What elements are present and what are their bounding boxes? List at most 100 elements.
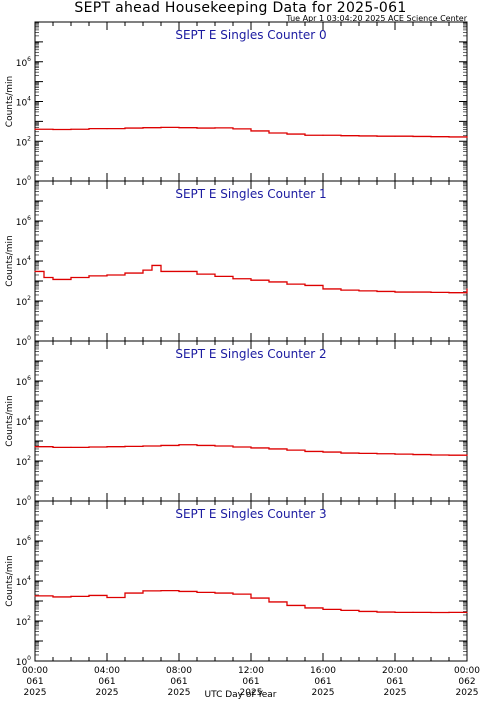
y-axis-label: Counts/min [5, 395, 15, 446]
x-tick-label: 061 [26, 677, 43, 687]
data-point [142, 445, 144, 447]
data-point [106, 128, 108, 130]
data-point [160, 270, 162, 273]
data-point [34, 446, 36, 448]
data-point [124, 592, 126, 594]
y-tick-label: 104 [16, 96, 31, 109]
x-tick-label: 16:00 [310, 666, 336, 676]
data-point [34, 128, 36, 130]
panel-title: SEPT E Singles Counter 3 [175, 507, 326, 521]
panel-3: SEPT E Singles Counter 3100102104106Coun… [5, 500, 468, 668]
data-point [142, 127, 144, 129]
x-tick-label: 061 [242, 677, 259, 687]
x-tick-label: 2025 [96, 688, 119, 698]
plot-frame [34, 180, 468, 342]
data-point [52, 446, 54, 448]
y-tick-label: 100 [16, 335, 31, 348]
data-point [151, 264, 153, 267]
data-point [106, 274, 108, 276]
y-tick-label: 102 [16, 615, 31, 628]
data-point [430, 611, 432, 614]
data-point [268, 132, 270, 134]
data-point [124, 272, 126, 274]
data-point [430, 454, 432, 456]
data-point [142, 590, 144, 592]
data-point [394, 611, 396, 613]
x-tick-label: 2025 [168, 688, 191, 698]
data-point [340, 289, 342, 291]
data-point [466, 136, 468, 138]
data-point [142, 269, 144, 271]
data-point [70, 276, 72, 279]
data-point [196, 591, 198, 593]
data-point [358, 452, 360, 454]
data-point [178, 270, 180, 273]
data-point [88, 128, 90, 130]
y-tick-label: 102 [16, 295, 31, 308]
data-point [178, 444, 180, 446]
data-point [34, 270, 36, 273]
x-tick-label: 062 [458, 677, 475, 687]
plot-frame [34, 21, 468, 182]
data-point [106, 596, 108, 599]
x-tick-label: 2025 [24, 688, 47, 698]
data-point [304, 450, 306, 453]
panel-title: SEPT E Singles Counter 2 [175, 347, 326, 361]
data-point [448, 136, 450, 138]
data-point [160, 126, 162, 128]
data-point [88, 275, 90, 277]
data-point [178, 590, 180, 593]
data-point [34, 595, 36, 597]
x-tick-label: 00:00 [22, 666, 48, 676]
data-point [250, 130, 252, 132]
plot-frame [34, 340, 468, 502]
x-tick-label: 061 [98, 677, 115, 687]
y-tick-label: 104 [16, 255, 31, 268]
x-tick-label: 2025 [240, 688, 263, 698]
x-tick-label: 2025 [384, 688, 407, 698]
page-title: SEPT ahead Housekeeping Data for 2025-06… [74, 0, 407, 16]
data-point [448, 611, 450, 613]
data-point [376, 290, 378, 293]
y-axis-label: Counts/min [5, 555, 15, 606]
data-point [412, 135, 414, 138]
x-tick-label: 12:00 [238, 666, 264, 676]
data-point [286, 133, 288, 135]
data-point [394, 453, 396, 455]
y-tick-label: 106 [16, 375, 31, 388]
series-line [35, 589, 467, 614]
y-tick-label: 104 [16, 575, 31, 588]
data-point [88, 594, 90, 597]
x-tick-label: 061 [386, 677, 403, 687]
y-tick-label: 100 [16, 495, 31, 508]
data-point [466, 454, 468, 457]
data-point [268, 601, 270, 603]
x-tick-label: 20:00 [382, 666, 408, 676]
data-point [376, 611, 378, 613]
plot-frame [34, 500, 468, 662]
data-point [358, 135, 360, 137]
data-point [232, 446, 234, 448]
data-point [304, 284, 306, 287]
generation-timestamp: Tue Apr 1 03:04:20 2025 ACE Science Cent… [286, 14, 467, 23]
data-point [322, 608, 324, 611]
data-point [268, 448, 270, 450]
data-point [160, 444, 162, 447]
data-point [376, 453, 378, 455]
data-point [52, 596, 54, 598]
data-point [214, 275, 216, 277]
series-line [35, 126, 468, 138]
data-point [70, 446, 72, 448]
x-tick-label: 061 [314, 677, 331, 687]
y-tick-label: 104 [16, 415, 31, 428]
x-tick-label: 2025 [456, 688, 479, 698]
y-axis-label: Counts/min [5, 76, 15, 127]
data-point [286, 449, 288, 451]
data-point [214, 592, 216, 594]
data-point [412, 453, 414, 456]
